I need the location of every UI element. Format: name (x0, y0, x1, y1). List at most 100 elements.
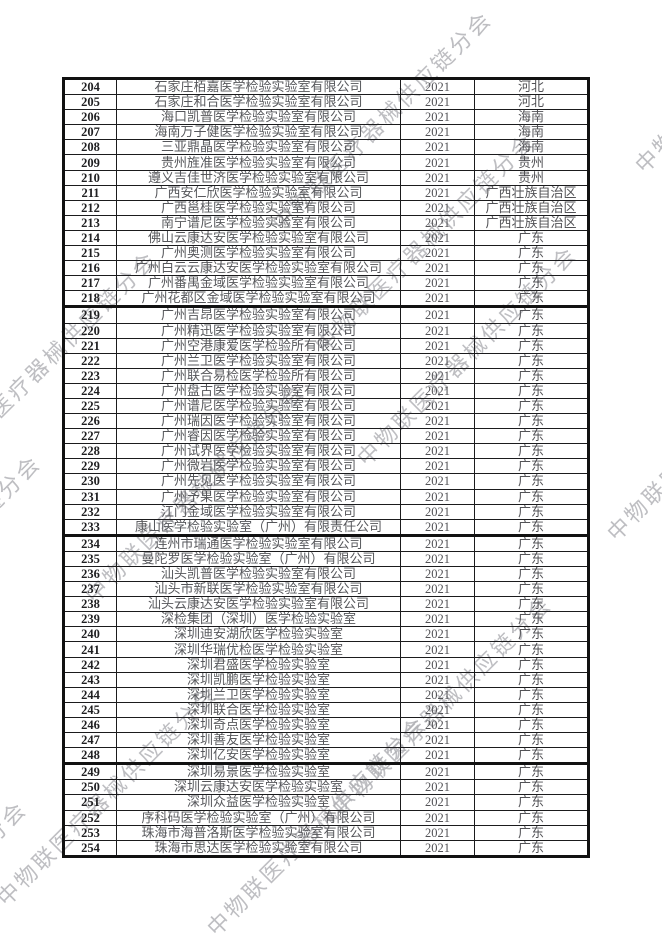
cell-year: 2021 (400, 109, 475, 126)
cell-year: 2021 (400, 565, 475, 583)
cell-lab-name: 广州联合易检医学检验所有限公司 (116, 367, 401, 384)
table-row: 245 深圳联合医学检验实验室 2021 广东 (63, 701, 589, 718)
cell-row-number: 207 (63, 124, 117, 141)
cell-row-number: 250 (63, 779, 117, 796)
table-row: 213 南宁谱尼医学检验实验室有限公司 2021 广西壮族自治区 (63, 214, 589, 231)
cell-row-number: 214 (63, 229, 117, 247)
table-row: 244 深圳兰卫医学检验实验室 2021 广东 (63, 686, 589, 703)
cell-year: 2021 (400, 716, 475, 734)
cell-lab-name: 广州吉昂医学检验实验室有限公司 (116, 306, 401, 324)
cell-year: 2021 (400, 626, 475, 643)
cell-year: 2021 (400, 367, 475, 384)
cell-year: 2021 (400, 701, 475, 718)
cell-lab-name: 石家庄和合医学检验实验室有限公司 (116, 94, 401, 111)
table-row: 233 康山医学检验实验室（广州）有限责任公司 2021 广东 (63, 518, 589, 537)
cell-row-number: 208 (63, 139, 117, 156)
table-row: 222 广州兰卫医学检验实验室有限公司 2021 广东 (63, 352, 589, 369)
cell-lab-name: 深圳凯鹏医学检验实验室 (116, 671, 401, 688)
cell-row-number: 232 (63, 503, 117, 520)
cell-year: 2021 (400, 322, 475, 339)
cell-region: 河北 (474, 94, 589, 111)
cell-row-number: 247 (63, 732, 117, 749)
cell-region: 广东 (474, 229, 589, 247)
cell-lab-name: 汕头云康达安医学检验实验室有限公司 (116, 596, 401, 613)
cell-row-number: 215 (63, 245, 117, 262)
cell-row-number: 226 (63, 413, 117, 430)
cell-lab-name: 深检集团（深圳）医学检验实验室 (116, 611, 401, 628)
cell-year: 2021 (400, 503, 475, 520)
cell-region: 广东 (474, 794, 589, 811)
cell-row-number: 220 (63, 322, 117, 339)
cell-lab-name: 深圳亿安医学检验实验室 (116, 747, 401, 766)
cell-year: 2021 (400, 154, 475, 171)
cell-year: 2021 (400, 443, 475, 460)
cell-lab-name: 广州睿因医学检验实验室有限公司 (116, 428, 401, 445)
table-row: 224 广州盘古医学检验实验室有限公司 2021 广东 (63, 382, 589, 399)
table-row: 212 广西邕桂医学检验实验室有限公司 2021 广西壮族自治区 (63, 199, 589, 216)
cell-row-number: 235 (63, 550, 117, 568)
cell-year: 2021 (400, 656, 475, 673)
table-row: 227 广州睿因医学检验实验室有限公司 2021 广东 (63, 428, 589, 445)
cell-year: 2021 (400, 275, 475, 292)
cell-lab-name: 连州市瑞通医学检验实验室有限公司 (116, 534, 401, 552)
cell-region: 海南 (474, 139, 589, 156)
cell-lab-name: 汕头凯普医学检验实验室有限公司 (116, 565, 401, 583)
table-row: 210 遵义吉佳世济医学检验实验室有限公司 2021 贵州 (63, 169, 589, 186)
table-row: 219 广州吉昂医学检验实验室有限公司 2021 广东 (63, 306, 589, 324)
cell-region: 广东 (474, 581, 589, 598)
cell-year: 2021 (400, 611, 475, 628)
table-row: 228 广州试界医学检验实验室有限公司 2021 广东 (63, 443, 589, 460)
cell-year: 2021 (400, 397, 475, 415)
cell-row-number: 204 (63, 77, 117, 96)
cell-region: 贵州 (474, 169, 589, 186)
cell-year: 2021 (400, 169, 475, 186)
cell-lab-name: 广州谱尼医学检验实验室有限公司 (116, 397, 401, 415)
table-row: 235 曼陀罗医学检验实验室（广州）有限公司 2021 广东 (63, 550, 589, 568)
cell-region: 广东 (474, 732, 589, 749)
cell-row-number: 217 (63, 275, 117, 292)
cell-region: 广东 (474, 686, 589, 703)
table-row: 230 广州先见医学检验实验室有限公司 2021 广东 (63, 473, 589, 490)
cell-row-number: 211 (63, 184, 117, 201)
cell-year: 2021 (400, 139, 475, 156)
cell-lab-name: 海南万子健医学检验实验室有限公司 (116, 124, 401, 141)
cell-row-number: 205 (63, 94, 117, 111)
cell-year: 2021 (400, 260, 475, 277)
cell-year: 2021 (400, 184, 475, 201)
cell-row-number: 253 (63, 824, 117, 841)
cell-region: 广东 (474, 443, 589, 460)
cell-row-number: 210 (63, 169, 117, 186)
cell-lab-name: 海口凯普医学检验实验室有限公司 (116, 109, 401, 126)
table-row: 205 石家庄和合医学检验实验室有限公司 2021 河北 (63, 94, 589, 111)
cell-year: 2021 (400, 77, 475, 96)
table-row: 204 石家庄栢嘉医学检验实验室有限公司 2021 河北 (63, 77, 589, 96)
cell-row-number: 227 (63, 428, 117, 445)
cell-lab-name: 深圳易景医学检验实验室 (116, 763, 401, 781)
cell-row-number: 219 (63, 306, 117, 324)
cell-region: 海南 (474, 124, 589, 141)
cell-region: 广东 (474, 779, 589, 796)
table-row: 254 珠海市思达医学检验实验室有限公司 2021 广东 (63, 839, 589, 857)
table-row: 247 深圳善友医学检验实验室 2021 广东 (63, 732, 589, 749)
lab-registry-table: 204 石家庄栢嘉医学检验实验室有限公司 2021 河北 205 石家庄和合医学检验实验室… (62, 77, 590, 858)
table-row: 250 深圳云康达安医学检验实验室 2021 广东 (63, 779, 589, 796)
cell-region: 广东 (474, 397, 589, 415)
cell-region: 广东 (474, 534, 589, 552)
cell-lab-name: 深圳联合医学检验实验室 (116, 701, 401, 718)
cell-row-number: 252 (63, 809, 117, 826)
cell-row-number: 243 (63, 671, 117, 688)
cell-region: 广东 (474, 611, 589, 628)
table-row: 243 深圳凯鹏医学检验实验室 2021 广东 (63, 671, 589, 688)
cell-row-number: 248 (63, 747, 117, 766)
cell-year: 2021 (400, 824, 475, 841)
cell-region: 广东 (474, 337, 589, 354)
cell-region: 广东 (474, 747, 589, 766)
cell-lab-name: 贵州旌准医学检验实验室有限公司 (116, 154, 401, 171)
cell-region: 广东 (474, 565, 589, 583)
cell-year: 2021 (400, 732, 475, 749)
cell-year: 2021 (400, 534, 475, 552)
cell-lab-name: 珠海市思达医学检验实验室有限公司 (116, 839, 401, 857)
cell-lab-name: 遵义吉佳世济医学检验实验室有限公司 (116, 169, 401, 186)
cell-region: 广东 (474, 701, 589, 718)
